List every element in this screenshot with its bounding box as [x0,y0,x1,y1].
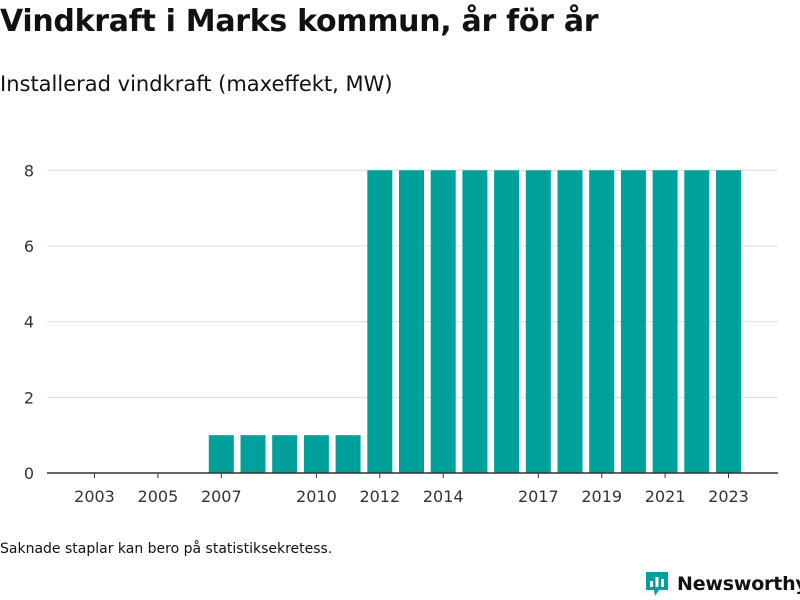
bar-2015 [462,170,487,473]
x-tick-label: 2007 [201,487,242,506]
bar-2010 [304,435,329,473]
bar-2013 [399,170,424,473]
bar-2014 [431,170,456,473]
x-tick-label: 2017 [518,487,559,506]
y-tick-label: 6 [24,237,34,256]
bar-2019 [589,170,614,473]
x-tick-label: 2014 [423,487,464,506]
bar-2022 [684,170,709,473]
bar-2023 [716,170,741,473]
x-tick-label: 2023 [708,487,749,506]
bar-2020 [621,170,646,473]
bar-2017 [526,170,551,473]
x-tick-label: 2019 [581,487,622,506]
brand-name: Newsworthy [677,573,800,595]
y-tick-label: 2 [24,388,34,407]
brand-logo: Newsworthy [644,570,800,598]
footnote: Saknade staplar kan bero på statistiksek… [0,541,332,557]
bar-chart-speech-bubble-icon [644,570,670,598]
bar-2009 [272,435,297,473]
bar-2016 [494,170,519,473]
bar-2018 [558,170,583,473]
bar-chart: 0 2 4 6 8 2003 2005 2007 2010 2012 2014 2017 2019 202… [0,0,800,600]
bar-2011 [336,435,361,473]
bar-2007 [209,435,234,473]
x-tick-label: 2010 [296,487,337,506]
y-tick-label: 0 [24,464,34,483]
y-tick-label: 8 [24,161,34,180]
x-tick-label: 2005 [138,487,179,506]
x-tick-label: 2012 [359,487,400,506]
bar-2008 [241,435,266,473]
bar-2012 [367,170,392,473]
y-tick-label: 4 [24,313,34,332]
bar-2021 [653,170,678,473]
x-tick-label: 2021 [645,487,686,506]
x-tick-label: 2003 [74,487,115,506]
